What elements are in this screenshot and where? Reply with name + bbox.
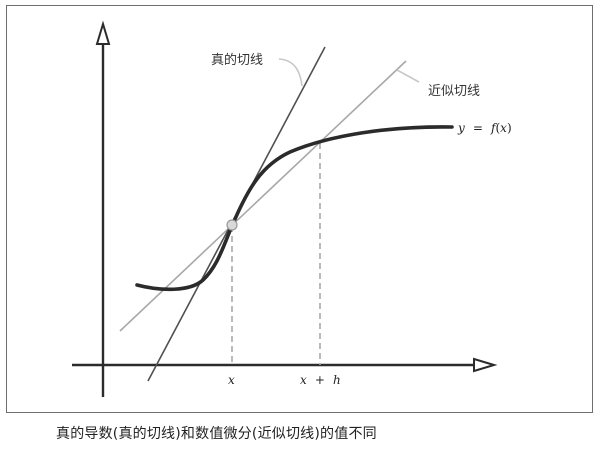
axes [72,20,498,397]
approx-tangent-line [119,60,407,332]
x-axis-arrow-icon [473,357,498,373]
figure-frame [6,5,593,413]
function-label: y = f(x) [457,117,512,136]
approx-tangent-leader [396,69,420,83]
true-tangent-leader [278,58,303,87]
true-tangent-label: 真的切线 [211,52,263,68]
xh-tick-label: x + h [300,369,341,388]
function-curve [135,125,454,292]
figure-caption: 真的导数(真的切线)和数值微分(近似切线)的值不同 [56,426,377,442]
x-tick-label: x [228,373,235,387]
approx-tangent-label: 近似切线 [428,84,480,99]
tangent-point [226,219,238,231]
y-axis-arrow-icon [95,20,111,45]
